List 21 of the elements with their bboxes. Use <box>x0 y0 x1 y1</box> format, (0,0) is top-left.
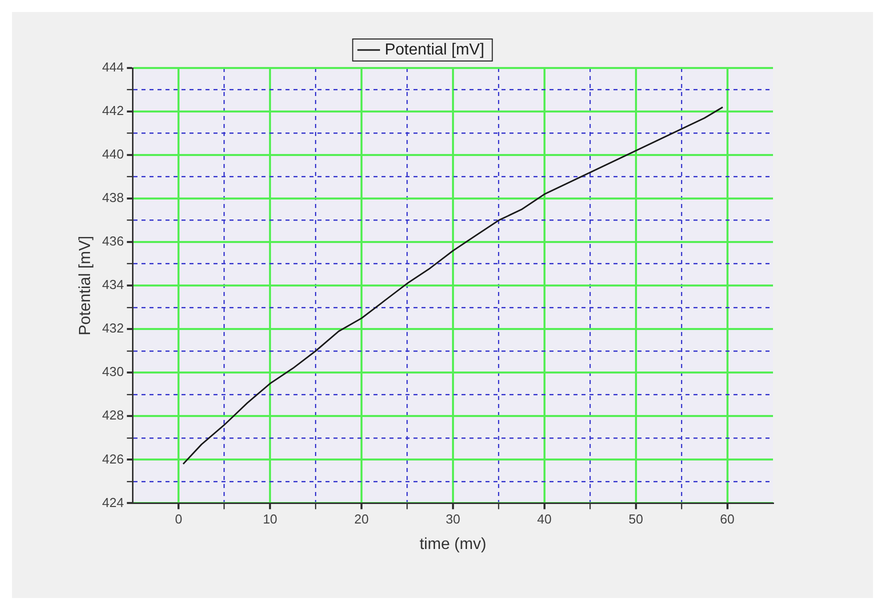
x-tick-label: 10 <box>262 512 278 527</box>
y-tick-label: 438 <box>102 190 124 206</box>
y-tick-label: 426 <box>102 451 124 466</box>
x-axis-title: time (mv) <box>420 536 486 553</box>
y-tick-label: 436 <box>102 234 124 249</box>
x-tick-label: 0 <box>174 512 182 527</box>
y-axis-title: Potential [mV] <box>77 236 94 336</box>
y-tick-label: 428 <box>102 408 124 423</box>
y-tick-label: 430 <box>102 364 124 380</box>
y-tick-label: 442 <box>102 103 124 118</box>
x-tick-label: 20 <box>354 512 369 527</box>
x-tick-label: 50 <box>628 512 644 527</box>
y-tick-label: 424 <box>102 494 124 510</box>
y-tick-label: 432 <box>102 320 124 336</box>
x-tick-label: 30 <box>446 512 460 527</box>
y-tick-label: 434 <box>102 277 124 292</box>
x-tick-label: 60 <box>720 512 735 527</box>
y-tick-label: 440 <box>102 146 124 162</box>
legend-label: Potential [mV] <box>384 41 484 58</box>
y-tick-label: 444 <box>102 60 124 75</box>
x-tick-label: 40 <box>537 512 552 527</box>
